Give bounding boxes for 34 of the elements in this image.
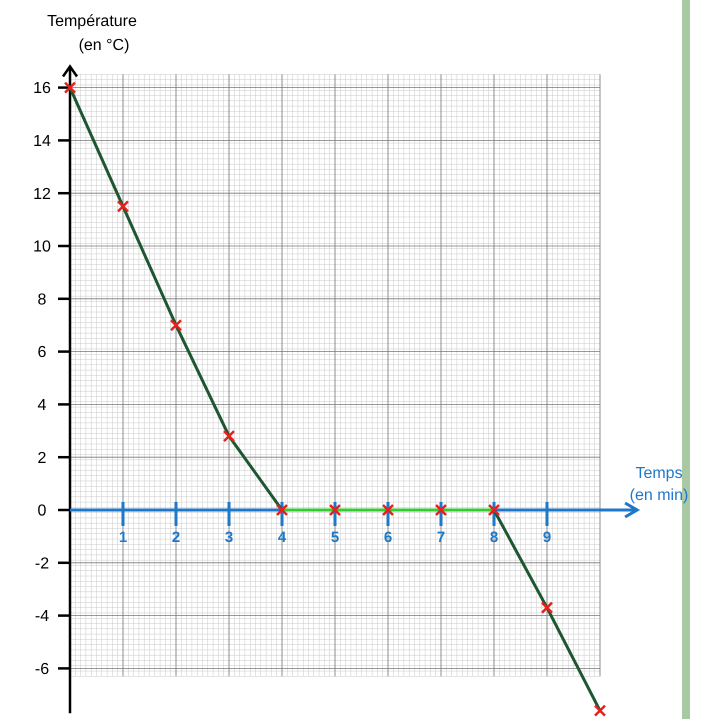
x-tick-label: 1 — [118, 529, 128, 546]
y-tick-label: 10 — [33, 238, 51, 256]
y-tick-label: 2 — [38, 450, 47, 467]
point — [276, 504, 288, 516]
point — [488, 504, 500, 516]
x-tick-label: 7 — [436, 529, 446, 546]
point — [222, 430, 236, 442]
y-tick-label: 14 — [33, 133, 51, 150]
point — [540, 601, 554, 614]
point — [170, 318, 182, 332]
y-tick-label: 12 — [33, 186, 51, 203]
y-tick-label: 8 — [38, 291, 47, 308]
x-tick-label: 5 — [330, 529, 340, 546]
y-axis-title: Température (en °C) — [47, 13, 138, 54]
point — [116, 200, 130, 213]
point — [594, 704, 606, 717]
x-tick-label: 3 — [224, 529, 234, 546]
x-tick-label: 8 — [490, 529, 498, 546]
y-tick-label: 16 — [33, 80, 51, 98]
point — [434, 504, 448, 516]
x-tick-label: 9 — [542, 529, 552, 546]
y-tick-label: -6 — [34, 661, 50, 678]
x-tick-label: 2 — [172, 529, 180, 546]
y-tick-label: 6 — [38, 344, 47, 362]
x-tick-label: 4 — [278, 529, 287, 546]
y-tick-label: -4 — [34, 608, 50, 626]
y-tick-label: 4 — [38, 397, 47, 414]
point — [328, 504, 342, 516]
y-tick-label: 0 — [38, 502, 47, 520]
point — [382, 504, 394, 516]
x-axis-title: Temps (en min) — [630, 465, 688, 504]
point — [64, 81, 76, 94]
y-tick-label: -2 — [34, 555, 50, 572]
x-tick-label: 6 — [384, 529, 392, 546]
